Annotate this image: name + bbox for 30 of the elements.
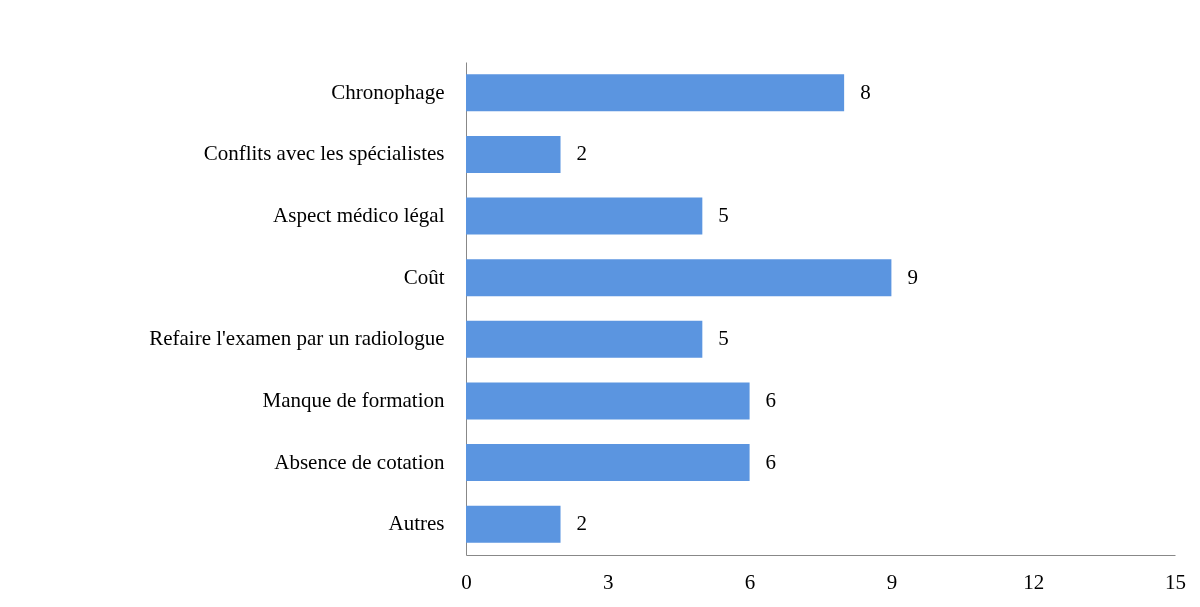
y-tick-label: Absence de cotation (274, 449, 445, 474)
bar (466, 444, 750, 482)
bar (466, 382, 750, 420)
y-tick-label: Conflits avec les spécialistes (203, 141, 445, 166)
y-tick-label: Aspect médico légal (273, 203, 445, 228)
data-label: 6 (765, 387, 777, 412)
data-label: 2 (576, 141, 588, 166)
bar (466, 259, 892, 297)
y-tick-label: Coût (403, 264, 445, 289)
x-tick-label: 12 (1023, 569, 1045, 594)
y-tick-label: Manque de formation (262, 387, 445, 412)
bar (466, 74, 845, 112)
x-tick-label: 6 (744, 569, 756, 594)
data-label: 6 (765, 449, 777, 474)
data-label: 5 (718, 203, 729, 228)
y-tick-label: Autres (388, 511, 445, 536)
data-label: 5 (718, 326, 729, 351)
bar (466, 135, 561, 173)
x-tick-label: 9 (886, 569, 898, 594)
bar (466, 320, 703, 358)
x-tick-label: 15 (1165, 569, 1186, 594)
data-label: 8 (860, 79, 871, 104)
y-tick-label: Refaire l'examen par un radiologue (149, 326, 445, 351)
bar (466, 197, 703, 235)
y-tick-label: Chronophage (331, 79, 445, 104)
data-label: 9 (907, 264, 918, 289)
data-label: 2 (576, 511, 588, 536)
bar (466, 505, 561, 543)
x-tick-label: 0 (461, 569, 472, 594)
x-tick-label: 3 (603, 569, 614, 594)
